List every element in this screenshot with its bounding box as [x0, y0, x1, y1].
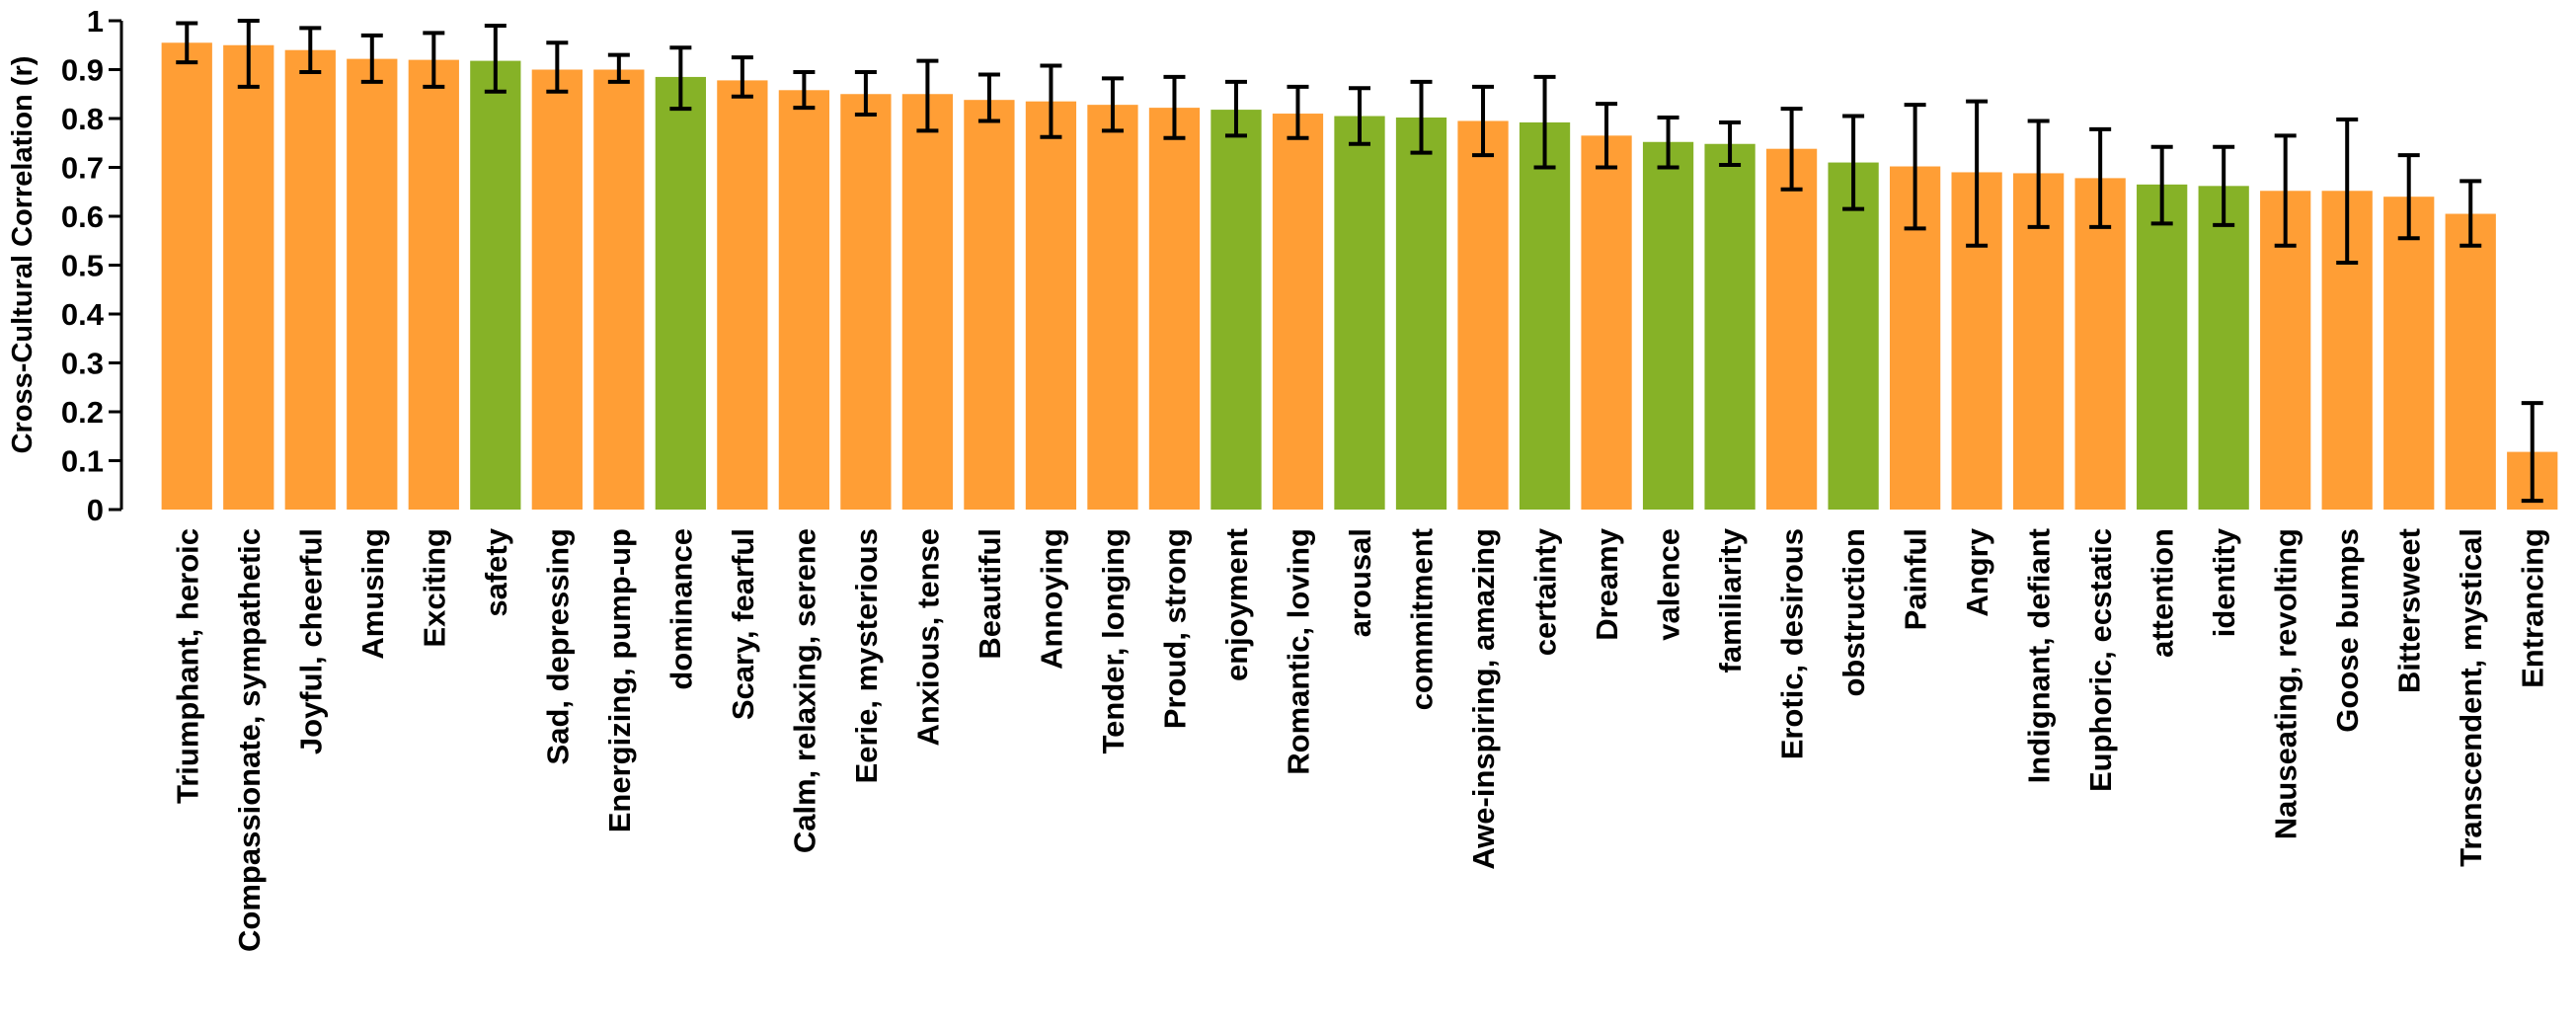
bar	[2445, 213, 2496, 510]
category-label: Exciting	[417, 528, 451, 648]
y-tick-label: 0.1	[61, 444, 104, 479]
y-tick-label: 0.4	[61, 297, 105, 332]
bar	[1642, 141, 1694, 510]
category-label: Painful	[1899, 528, 1933, 630]
category-label: identity	[2207, 527, 2241, 637]
bar	[1581, 135, 1632, 510]
category-label: Scary, fearful	[726, 528, 760, 720]
category-label: Proud, strong	[1157, 528, 1192, 729]
category-label: Compassionate, sympathetic	[232, 528, 267, 952]
category-label: Calm, relaxing, serene	[787, 528, 821, 853]
category-label: Sad, depressing	[540, 528, 575, 764]
category-label: Bittersweet	[2392, 528, 2427, 693]
category-label: commitment	[1405, 528, 1440, 710]
category-label: Anxious, tense	[910, 528, 945, 747]
category-label: Amusing	[355, 528, 390, 660]
category-label: Indignant, defiant	[2022, 528, 2057, 783]
category-label: Angry	[1960, 527, 1994, 616]
bar	[1148, 108, 1201, 511]
category-label: Dreamy	[1590, 527, 1624, 640]
y-tick-label: 0.9	[61, 53, 104, 88]
bar	[964, 100, 1015, 510]
y-tick-label: 0.5	[61, 249, 104, 283]
category-label: enjoyment	[1219, 528, 1254, 681]
bar	[531, 69, 583, 510]
bar	[1457, 120, 1509, 510]
category-label: familiarity	[1713, 527, 1748, 672]
category-label: arousal	[1343, 528, 1377, 637]
category-label: Joyful, cheerful	[293, 528, 328, 754]
bar	[2383, 197, 2435, 510]
category-label: Romantic, loving	[1281, 528, 1315, 775]
category-label: Erotic, desirous	[1775, 528, 1810, 759]
category-label: safety	[479, 527, 513, 616]
bar	[1210, 110, 1262, 510]
bar	[1334, 116, 1385, 511]
category-label: Euphoric, ecstatic	[2083, 528, 2118, 792]
bar	[284, 49, 336, 510]
bar	[778, 90, 830, 510]
category-label: Entrancing	[2516, 528, 2550, 688]
category-label: Tender, longing	[1096, 528, 1131, 753]
bar	[840, 94, 892, 510]
category-label: Goose bumps	[2330, 528, 2365, 733]
bar	[717, 80, 768, 510]
y-tick-label: 0.2	[61, 395, 104, 430]
category-label: Triumphant, heroic	[170, 528, 204, 804]
category-label: certainty	[1528, 527, 1563, 656]
bar	[2013, 173, 2065, 510]
bar	[593, 69, 645, 510]
bar	[1272, 114, 1324, 511]
bar	[1087, 105, 1138, 510]
y-axis-title: Cross-Cultural Correlation (r)	[7, 56, 39, 454]
bar	[1828, 162, 1879, 511]
bar	[1025, 101, 1077, 511]
bar	[408, 59, 459, 510]
y-tick-label: 0	[87, 493, 104, 527]
y-tick-label: 1	[87, 4, 104, 39]
bar	[1519, 121, 1571, 511]
bar	[901, 94, 954, 510]
category-label: Beautiful	[973, 528, 1007, 660]
bar	[655, 76, 706, 511]
bar	[470, 60, 521, 511]
bar	[161, 42, 212, 511]
bar	[1395, 118, 1447, 510]
y-tick-label: 0.7	[61, 151, 104, 186]
category-label: Nauseating, revolting	[2269, 528, 2303, 839]
category-label: dominance	[664, 528, 698, 690]
category-label: Awe-inspiring, amazing	[1466, 528, 1501, 870]
category-label: obstruction	[1836, 528, 1871, 697]
y-tick-label: 0.3	[61, 347, 104, 381]
y-tick-label: 0.8	[61, 102, 104, 136]
bar	[2198, 186, 2249, 510]
bar	[2137, 184, 2188, 510]
bar	[347, 58, 398, 511]
category-label: Transcendent, mystical	[2454, 528, 2488, 867]
category-label: Eerie, mysterious	[849, 528, 884, 783]
bar	[223, 44, 274, 510]
bar	[1704, 143, 1756, 511]
bar	[1765, 148, 1818, 510]
category-label: attention	[2146, 528, 2180, 658]
y-tick-label: 0.6	[61, 199, 104, 234]
category-label: Energizing, pump-up	[602, 528, 637, 832]
bar	[2074, 178, 2126, 510]
category-label: valence	[1652, 528, 1686, 641]
category-label: Annoying	[1034, 528, 1068, 670]
